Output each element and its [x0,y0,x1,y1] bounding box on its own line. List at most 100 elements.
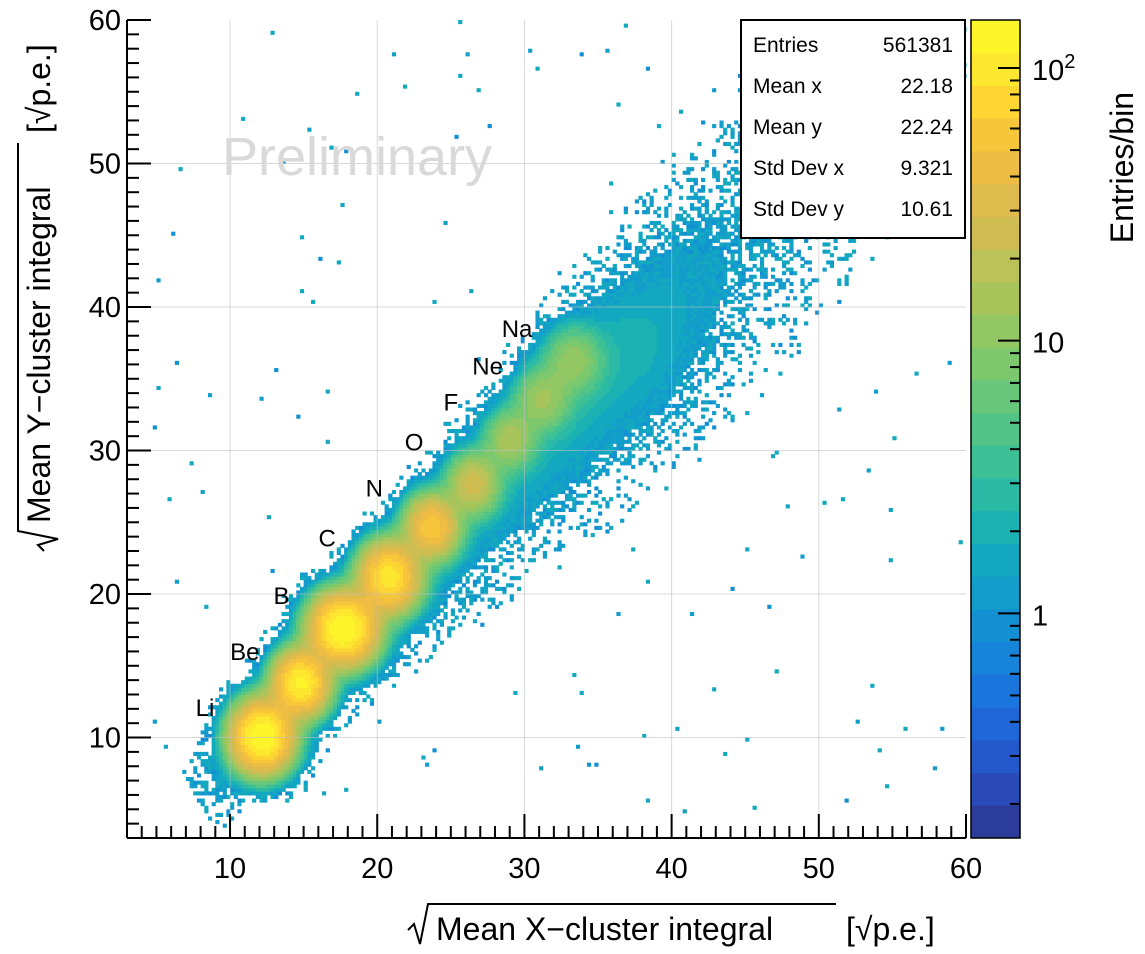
heatmap-cell [333,615,338,620]
heatmap-cell [222,751,227,756]
heatmap-cell [270,640,275,645]
heatmap-cell [281,633,286,638]
heatmap-cell [347,629,352,634]
heatmap-cell [557,332,562,337]
heatmap-cell [270,726,275,731]
heatmap-cell [274,726,279,731]
heatmap-cell [288,658,294,663]
heatmap-cell [472,619,478,624]
heatmap-cell [329,619,334,624]
heatmap-cell [285,784,290,789]
heatmap-cell [347,568,352,574]
heatmap-cell [310,712,316,717]
heatmap-cell [491,385,496,391]
heatmap-cell [410,522,415,527]
heatmap-cell [520,500,525,505]
heatmap-cell [561,518,566,523]
heatmap-cell [259,655,264,660]
heatmap-cell [402,533,408,538]
heatmap-cell [299,694,305,699]
heatmap-cell [230,769,235,774]
heatmap-cell [259,766,264,771]
heatmap-cell [414,489,419,495]
heatmap-cell [528,536,533,541]
heatmap-cell [454,479,459,484]
heatmap-cell [491,450,496,455]
heatmap-cell [402,547,408,552]
heatmap-cell [550,342,555,347]
heatmap-cell [241,755,246,760]
heatmap-cell [575,468,581,473]
heatmap-cell [248,741,253,746]
heatmap-cell [211,719,216,724]
heatmap-cell [358,601,364,606]
heatmap-cell [377,669,382,674]
heatmap-cell [524,418,529,423]
heatmap-cell [564,472,570,477]
heatmap-cell [483,436,489,441]
heatmap-cell [414,619,419,624]
heatmap-cell [414,479,419,484]
heatmap-cell [366,568,371,574]
heatmap-cell [583,418,588,423]
heatmap-cell [351,669,356,674]
heatmap-cell [406,482,411,487]
heatmap-cell [233,744,238,749]
heatmap-cell [509,597,514,602]
heatmap-cell [233,708,238,713]
heatmap-cell [564,339,570,344]
heatmap-cell [204,730,209,735]
heatmap-cell [355,640,360,645]
heatmap-cell [340,572,345,577]
heatmap-cell [421,576,426,581]
heatmap-cell [561,486,566,491]
heatmap-cell [362,647,367,652]
heatmap-cell [171,231,176,236]
heatmap-cell [494,457,500,462]
heatmap-cell [561,368,566,373]
heatmap-cell [531,468,536,473]
heatmap-cell [572,414,577,419]
heatmap-cell [270,744,275,749]
heatmap-cell [517,414,522,419]
heatmap-cell [322,683,327,688]
heatmap-cell [583,411,588,416]
heatmap-cell [399,640,404,645]
heatmap-cell [384,543,389,548]
heatmap-cell [266,698,272,703]
heatmap-cell [406,558,411,563]
heatmap-cell [285,651,290,656]
heatmap-cell [322,719,327,724]
heatmap-cell [542,396,547,401]
heatmap-cell [347,680,352,685]
heatmap-cell [472,515,478,520]
heatmap-cell [432,615,437,620]
heatmap-cell [436,540,441,545]
heatmap-cell [450,468,455,473]
heatmap-cell [395,540,400,545]
heatmap-cell [443,525,448,530]
heatmap-cell [333,676,338,681]
heatmap-cell [196,780,202,785]
heatmap-cell [517,547,522,552]
heatmap-cell [524,515,529,520]
heatmap-cell [572,504,577,509]
heatmap-cell [472,493,478,498]
heatmap-cell [303,586,308,591]
heatmap-cell [564,357,570,362]
heatmap-cell [252,712,257,717]
heatmap-cell [550,446,555,452]
heatmap-cell [277,683,283,688]
heatmap-cell [472,457,478,462]
heatmap-cell [502,482,507,487]
heatmap-cell [414,511,419,516]
heatmap-cell [450,550,455,556]
heatmap-cell [310,680,316,685]
heatmap-cell [487,597,492,602]
heatmap-cell [564,371,570,376]
heatmap-cell [351,680,356,685]
heatmap-cell [189,784,194,789]
heatmap-cell [432,583,437,588]
heatmap-cell [535,461,540,466]
heatmap-cell [542,425,547,430]
